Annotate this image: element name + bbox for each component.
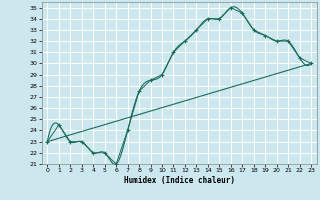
X-axis label: Humidex (Indice chaleur): Humidex (Indice chaleur) bbox=[124, 176, 235, 185]
